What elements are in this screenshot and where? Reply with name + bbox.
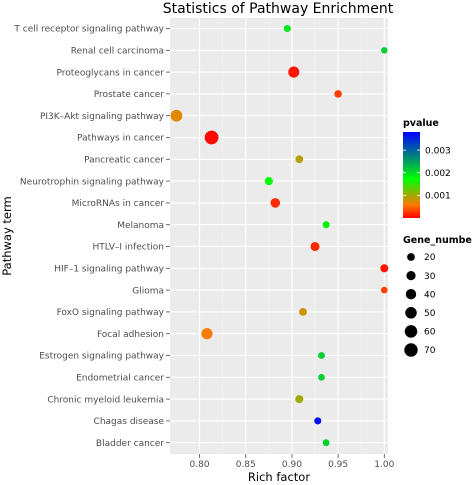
y-tick-label: Chagas disease: [94, 417, 165, 427]
data-point: [283, 24, 291, 33]
y-tick-label: Focal adhesion: [97, 330, 164, 340]
size-legend-dot: [406, 271, 416, 281]
size-legend-dot: [405, 288, 417, 300]
y-tick-label: MicroRNAs in cancer: [72, 199, 165, 209]
data-point: [295, 395, 304, 404]
x-tick-label: 1.00: [374, 460, 394, 470]
data-point: [380, 264, 389, 273]
x-axis-label: Rich factor: [248, 470, 310, 484]
data-point: [322, 439, 330, 447]
pvalue-colorbar-ticks: 0.003 0.002 0.001: [403, 146, 451, 202]
x-tick-labels: 0.80 0.85 0.90 0.95 1.00: [190, 454, 395, 470]
data-point: [381, 47, 388, 54]
plot-panel: [170, 18, 389, 454]
y-tick-label: Neurotrophin signaling pathway: [20, 177, 165, 187]
data-point: [204, 130, 219, 145]
data-point: [201, 328, 213, 340]
gene-number-legend: Gene_number 20 30 40 50 60 70: [403, 235, 472, 357]
size-legend-label: 40: [424, 290, 436, 300]
data-point: [288, 66, 300, 78]
pvalue-legend: pvalue 0.003 0.002 0.001: [403, 118, 451, 218]
gene-number-legend-items: 20 30 40 50 60 70: [404, 253, 436, 357]
size-legend-label: 30: [424, 272, 436, 282]
data-point: [318, 352, 325, 359]
y-tick-label: Endometrial cancer: [76, 374, 164, 384]
size-legend-label: 20: [424, 253, 436, 263]
data-point: [295, 155, 304, 164]
y-tick-label: Chronic myeloid leukemia: [47, 395, 164, 405]
data-point: [380, 286, 388, 294]
size-legend-dot: [404, 343, 418, 357]
data-point: [170, 109, 183, 122]
y-tick-label: HIF–1 signaling pathway: [54, 265, 164, 275]
data-point: [334, 90, 342, 98]
data-point: [310, 241, 320, 252]
size-legend-dot: [407, 253, 415, 261]
x-tick-label: 0.95: [328, 460, 348, 470]
y-tick-label: Pancreatic cancer: [84, 156, 164, 166]
y-tick-label: Renal cell carcinoma: [71, 47, 164, 57]
y-tick-label: Pathways in cancer: [77, 134, 164, 144]
data-point: [314, 417, 322, 425]
y-tick-label: Melanoma: [117, 221, 164, 231]
y-tick-label: T cell receptor signaling pathway: [13, 25, 164, 35]
data-point: [299, 308, 307, 316]
y-tick-label: PI3K–Akt signaling pathway: [40, 112, 165, 122]
y-tick-label: Proteoglycans in cancer: [56, 68, 164, 78]
chart-title: Statistics of Pathway Enrichment: [163, 1, 394, 17]
size-legend-label: 50: [424, 309, 436, 319]
data-point: [322, 221, 330, 229]
data-point: [264, 176, 273, 186]
y-tick-labels: T cell receptor signaling pathway Renal c…: [13, 25, 170, 449]
size-legend-label: 70: [424, 346, 436, 356]
y-tick-label: Prostate cancer: [94, 90, 165, 100]
size-legend-label: 60: [424, 328, 436, 338]
gene-number-legend-title: Gene_number: [403, 235, 472, 246]
y-tick-label: Estrogen signaling pathway: [39, 352, 164, 362]
data-point: [318, 373, 325, 381]
x-tick-label: 0.90: [282, 460, 302, 470]
y-tick-label: FoxO signaling pathway: [57, 308, 165, 318]
y-tick-label: Glioma: [132, 286, 164, 296]
pvalue-colorbar: [403, 132, 420, 218]
pvalue-legend-title: pvalue: [403, 118, 439, 129]
size-legend-dot: [404, 325, 418, 338]
plot-background: [170, 18, 388, 454]
colorbar-tick-label: 0.002: [425, 169, 451, 179]
x-tick-label: 0.85: [236, 460, 256, 470]
size-legend-dot: [405, 307, 417, 319]
y-tick-label: Bladder cancer: [96, 439, 164, 449]
y-tick-label: HTLV–I infection: [92, 243, 164, 253]
data-point: [270, 198, 281, 208]
data-points: [170, 24, 389, 447]
colorbar-tick-label: 0.003: [425, 146, 451, 156]
x-tick-label: 0.80: [190, 460, 210, 470]
colorbar-tick-label: 0.001: [425, 192, 451, 202]
y-axis-label: Pathway term: [0, 196, 14, 276]
